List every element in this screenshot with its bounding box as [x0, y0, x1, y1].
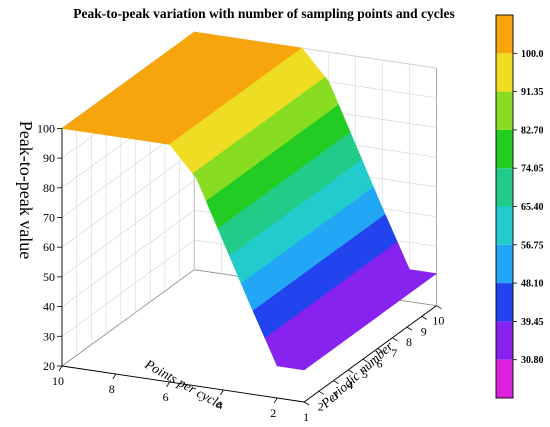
- colorbar-segment: [496, 129, 513, 169]
- y-tick-mark: [303, 401, 310, 406]
- y-tick-label: 2: [318, 399, 324, 413]
- z-axis-label: Peak-to-peak value: [16, 121, 36, 259]
- y-tick-label: 6: [377, 357, 383, 371]
- colorbar-segment: [496, 244, 513, 284]
- colorbar-segment: [496, 15, 513, 54]
- y-tick-mark: [333, 380, 339, 384]
- chart-title: Peak-to-peak variation with number of sa…: [73, 6, 455, 21]
- x-tick-label: 2: [270, 406, 276, 420]
- colorbar-tick-label: 91.35: [521, 87, 544, 98]
- colorbar-tick-label: 56.75: [521, 240, 544, 251]
- x-tick-label: 8: [109, 382, 115, 396]
- surface: [61, 31, 438, 371]
- colorbar-tick-label: 100.0: [521, 49, 544, 60]
- colorbar-tick-label: 39.45: [521, 317, 544, 328]
- colorbar-segment: [496, 321, 513, 360]
- y-tick-mark: [436, 305, 442, 310]
- colorbar-segment: [496, 283, 513, 322]
- x-tick-mark: [112, 373, 117, 380]
- colorbar-tick-label: 74.05: [521, 164, 544, 175]
- x-tick-label: 4: [216, 398, 222, 412]
- colorbar-tick-label: 30.80: [521, 355, 544, 366]
- z-tick-label: 20: [43, 359, 55, 373]
- y-tick-label: 3: [333, 389, 339, 403]
- z-tick-label: 50: [43, 270, 55, 284]
- y-tick-mark: [362, 358, 369, 363]
- y-tick-mark: [377, 348, 383, 352]
- x-tick-mark: [273, 397, 278, 404]
- colorbar-tick-label: 65.40: [521, 202, 544, 213]
- y-tick-label: 1: [303, 410, 309, 424]
- x-tick-label: 10: [52, 374, 64, 388]
- y-tick-label: 9: [421, 324, 427, 338]
- z-tick-label: 100: [37, 121, 55, 135]
- z-tick-label: 30: [43, 329, 55, 343]
- y-tick-mark: [392, 337, 398, 342]
- colorbar-segment: [496, 91, 513, 130]
- y-tick-label: 10: [432, 314, 444, 328]
- z-tick-label: 40: [43, 300, 55, 314]
- z-tick-label: 80: [43, 181, 55, 195]
- colorbar-segment: [496, 359, 513, 398]
- y-tick-label: 8: [406, 335, 412, 349]
- x-axis-label: Points per cycle: [142, 356, 226, 412]
- colorbar-tick-label: 48.10: [521, 279, 544, 290]
- x-axis-line: [61, 365, 305, 403]
- y-tick-mark: [406, 326, 413, 331]
- y-tick-mark: [421, 316, 427, 320]
- x-tick-mark: [58, 365, 63, 372]
- colorbar-segment: [496, 53, 513, 92]
- colorbar: 100.0 91.35 82.70 74.05 65.40 56.75 48.10 39.45…: [495, 14, 544, 399]
- surface-band: [276, 269, 438, 371]
- x-tick-mark: [220, 389, 224, 396]
- z-tick-label: 90: [43, 151, 55, 165]
- y-tick-label: 7: [391, 346, 397, 360]
- y-tick-label: 4: [347, 378, 353, 392]
- x-tick-mark: [166, 381, 170, 388]
- z-tick-label: 60: [43, 240, 55, 254]
- colorbar-segment: [496, 168, 513, 207]
- colorbar-tick-label: 82.70: [521, 125, 544, 136]
- y-tick-mark: [347, 369, 354, 374]
- colorbar-segment: [496, 206, 513, 245]
- x-tick-label: 6: [163, 390, 169, 404]
- y-tick-label: 5: [362, 367, 368, 381]
- z-tick-label: 70: [43, 211, 55, 225]
- y-tick-mark: [318, 390, 325, 395]
- y-axis-line: [303, 305, 437, 403]
